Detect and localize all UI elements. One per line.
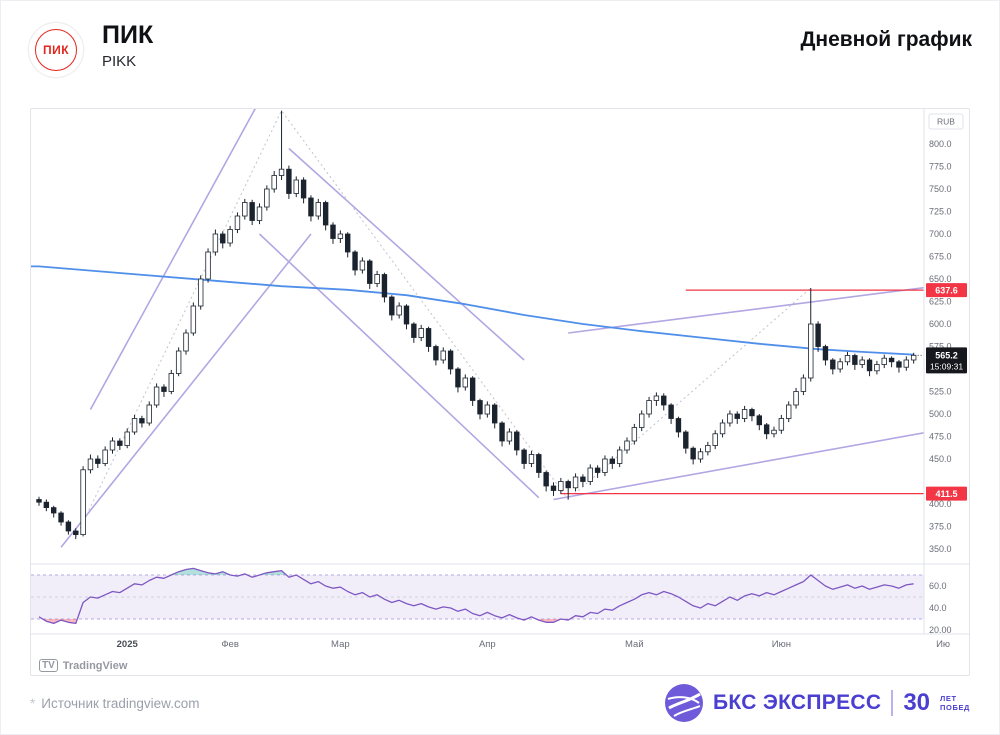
svg-text:650.0: 650.0 (929, 274, 952, 284)
svg-text:Мар: Мар (331, 639, 350, 650)
svg-text:775.0: 775.0 (929, 162, 952, 172)
svg-text:Июн: Июн (772, 639, 791, 650)
svg-text:600.0: 600.0 (929, 319, 952, 329)
header: ПИК ПИК PIKK Дневной график (28, 21, 972, 78)
svg-text:475.0: 475.0 (929, 432, 952, 442)
svg-text:2025: 2025 (117, 639, 139, 650)
footer: * Источник tradingview.com БКС ЭКСПРЕСС 3… (30, 684, 970, 722)
svg-text:725.0: 725.0 (929, 207, 952, 217)
svg-text:15:09:31: 15:09:31 (930, 361, 963, 371)
svg-text:60.0: 60.0 (929, 581, 947, 591)
svg-text:565.2: 565.2 (935, 350, 958, 360)
svg-text:Май: Май (625, 639, 644, 650)
price-chart-svg[interactable]: RUB 800.0 775.0 750.0 725.0 700.0 675.0 650.0 62… (31, 109, 969, 654)
svg-text:700.0: 700.0 (929, 229, 952, 239)
ticker-subtitle: PIKK (102, 52, 137, 70)
asterisk: * (30, 695, 36, 711)
tradingview-icon: TV (39, 659, 58, 672)
pik-logo-text: ПИК (35, 29, 77, 71)
svg-text:800.0: 800.0 (929, 139, 952, 149)
svg-text:411.5: 411.5 (935, 489, 957, 499)
svg-text:575.0: 575.0 (929, 342, 952, 352)
svg-text:525.0: 525.0 (929, 387, 952, 397)
chart-type-label: Дневной график (800, 28, 972, 51)
svg-text:20.00: 20.00 (929, 625, 952, 635)
svg-text:750.0: 750.0 (929, 184, 952, 194)
svg-text:675.0: 675.0 (929, 252, 952, 262)
svg-text:350.0: 350.0 (929, 544, 952, 554)
bks-divider (891, 690, 894, 716)
source-note: * Источник tradingview.com (30, 696, 199, 711)
svg-text:625.0: 625.0 (929, 297, 952, 307)
source-text: Источник tradingview.com (41, 695, 200, 711)
plot-area (31, 109, 924, 625)
svg-text:637.6: 637.6 (935, 286, 958, 296)
chart-card: RUB 800.0 775.0 750.0 725.0 700.0 675.0 650.0 62… (30, 108, 970, 676)
tradingview-label: TradingView (62, 659, 128, 672)
svg-text:375.0: 375.0 (929, 522, 952, 532)
bks-globe-icon (665, 684, 703, 722)
title-block: ПИК PIKK (102, 21, 154, 70)
bks-years-text: ЛЕТ ПОБЕД (940, 694, 970, 712)
svg-text:400.0: 400.0 (929, 499, 952, 509)
bks-years-number: 30 (903, 689, 931, 716)
svg-text:RUB: RUB (937, 117, 955, 127)
tradingview-attribution[interactable]: TV TradingView (39, 659, 127, 672)
svg-text:450.0: 450.0 (929, 454, 952, 464)
svg-text:Апр: Апр (479, 639, 496, 650)
svg-text:Фев: Фев (221, 639, 239, 650)
instrument-title: ПИК (102, 21, 154, 49)
svg-text:500.0: 500.0 (929, 409, 952, 419)
bks-express-logo: БКС ЭКСПРЕСС 30 ЛЕТ ПОБЕД (665, 684, 970, 722)
bks-name: БКС ЭКСПРЕСС (713, 691, 882, 714)
svg-text:40.0: 40.0 (929, 603, 947, 613)
svg-text:Ию: Ию (936, 639, 950, 650)
pik-logo: ПИК (28, 22, 84, 78)
